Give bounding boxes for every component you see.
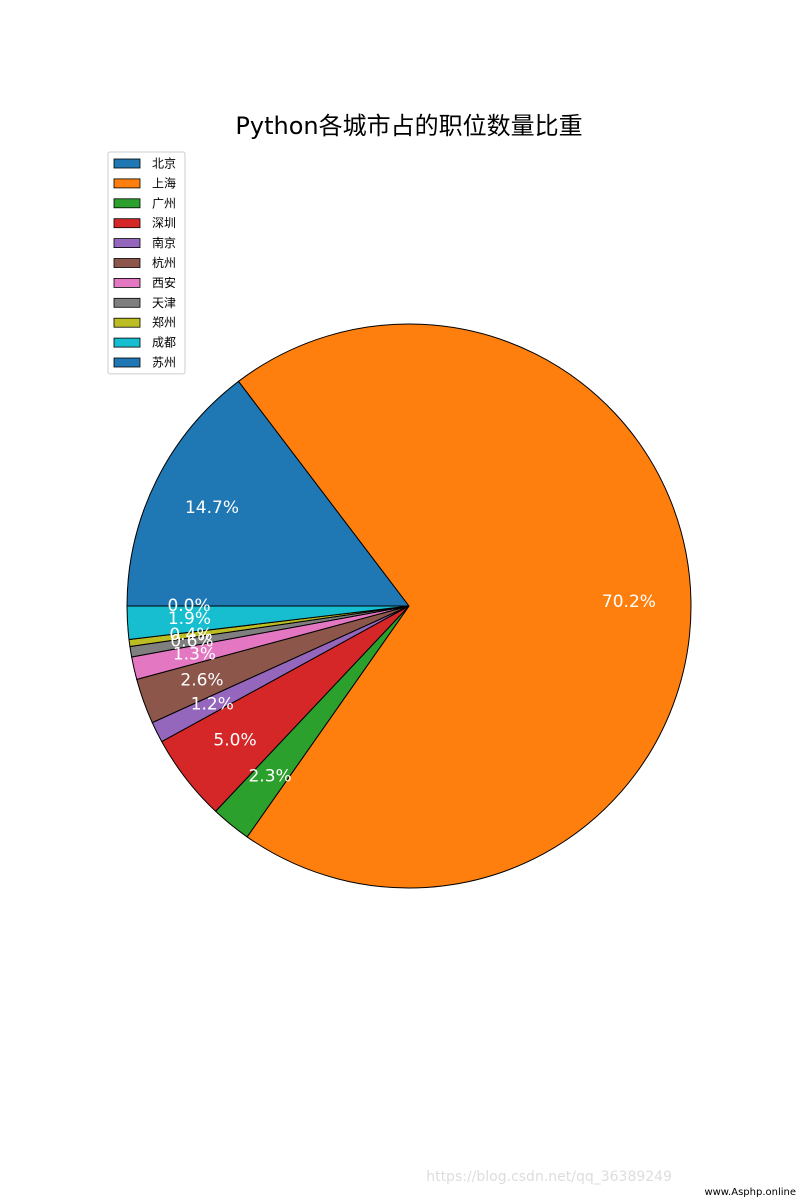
slice-label: 1.9%	[168, 609, 211, 629]
legend-swatch	[113, 198, 141, 209]
chart-title: Python各城市占的职位数量比重	[235, 112, 582, 140]
legend-swatch	[113, 277, 141, 288]
legend-label: 广州	[152, 196, 176, 210]
legend-label: 南京	[152, 235, 176, 250]
slice-label: 14.7%	[185, 498, 239, 518]
slice-label: 1.2%	[191, 694, 234, 714]
legend-label: 深圳	[152, 216, 176, 230]
watermark: https://blog.csdn.net/qq_36389249	[426, 1169, 672, 1185]
slice-label: 0.0%	[167, 596, 210, 616]
slice-label: 0.4%	[169, 625, 212, 645]
legend-swatch	[113, 158, 141, 169]
pie-slice	[237, 323, 692, 889]
legend-label: 杭州	[152, 255, 176, 270]
legend-swatch	[113, 218, 141, 229]
legend-swatch	[113, 317, 141, 328]
watermark: www.Asphp.online	[704, 1187, 796, 1198]
legend-label: 成都	[152, 336, 176, 350]
legend-label: 西安	[152, 275, 176, 290]
legend-label: 郑州	[152, 315, 176, 330]
legend-swatch	[113, 357, 141, 368]
legend-swatch	[113, 297, 141, 308]
legend-swatch	[113, 337, 141, 348]
slice-label: 1.3%	[173, 645, 216, 665]
pie-slice	[126, 380, 411, 607]
slice-label: 2.3%	[248, 767, 291, 787]
slice-label: 2.6%	[180, 670, 223, 690]
legend-swatch	[113, 238, 141, 249]
slice-label: 0.6%	[170, 632, 213, 652]
slice-label: 5.0%	[213, 731, 256, 751]
slice-label: 70.2%	[602, 592, 656, 612]
legend-swatch	[113, 178, 141, 189]
legend-label: 天津	[152, 296, 176, 310]
legend-label: 北京	[152, 157, 176, 171]
legend-swatch	[113, 258, 141, 268]
legend-label: 苏州	[152, 356, 176, 370]
legend-label: 上海	[152, 175, 176, 190]
